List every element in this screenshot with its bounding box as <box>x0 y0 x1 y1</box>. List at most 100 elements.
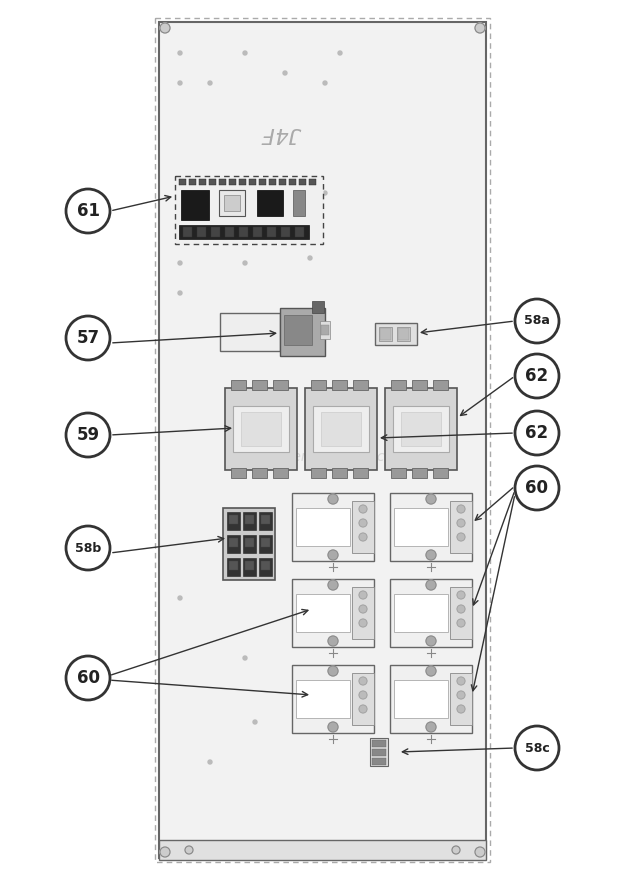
Circle shape <box>359 519 367 527</box>
Circle shape <box>457 677 465 685</box>
Circle shape <box>457 605 465 613</box>
Bar <box>231 468 246 478</box>
Bar <box>259 558 272 576</box>
Bar <box>296 508 350 546</box>
Circle shape <box>457 705 465 713</box>
Circle shape <box>359 677 367 685</box>
Bar <box>261 515 270 524</box>
Circle shape <box>457 519 465 527</box>
Bar <box>296 594 350 632</box>
Bar <box>224 195 240 211</box>
Bar <box>252 468 267 478</box>
Circle shape <box>426 636 436 646</box>
Bar <box>243 535 256 553</box>
Bar <box>209 179 216 185</box>
Circle shape <box>452 846 460 854</box>
Circle shape <box>328 494 338 504</box>
Text: 59: 59 <box>76 426 100 444</box>
Bar <box>261 538 270 547</box>
Bar <box>280 308 325 356</box>
Bar <box>372 758 386 765</box>
Circle shape <box>243 656 247 660</box>
Circle shape <box>66 316 110 360</box>
Bar <box>305 388 377 470</box>
Bar <box>412 380 427 390</box>
Circle shape <box>457 691 465 699</box>
Bar <box>279 179 286 185</box>
Circle shape <box>457 619 465 627</box>
Circle shape <box>426 666 436 676</box>
Bar <box>391 380 406 390</box>
Bar <box>312 301 324 313</box>
Circle shape <box>457 533 465 541</box>
Circle shape <box>426 580 436 590</box>
Bar <box>390 665 472 733</box>
Circle shape <box>515 411 559 455</box>
Circle shape <box>178 261 182 265</box>
Bar <box>243 558 256 576</box>
Bar <box>225 388 297 470</box>
Bar <box>299 179 306 185</box>
Circle shape <box>426 722 436 732</box>
Bar <box>245 561 254 570</box>
Bar <box>353 468 368 478</box>
Circle shape <box>178 596 182 600</box>
Circle shape <box>178 51 182 55</box>
Circle shape <box>359 533 367 541</box>
Bar <box>245 515 254 524</box>
Bar <box>155 18 490 862</box>
Bar <box>229 515 238 524</box>
Bar <box>259 512 272 530</box>
Circle shape <box>515 354 559 398</box>
Bar <box>321 325 329 335</box>
Bar <box>394 508 448 546</box>
Circle shape <box>160 847 170 857</box>
Circle shape <box>328 580 338 590</box>
Circle shape <box>208 760 212 764</box>
Circle shape <box>457 591 465 599</box>
Bar <box>159 840 486 860</box>
Circle shape <box>515 466 559 510</box>
Bar <box>295 227 304 237</box>
Bar <box>199 179 206 185</box>
Bar <box>401 412 441 446</box>
Text: eReplacementParts.com: eReplacementParts.com <box>237 450 407 464</box>
Bar <box>385 388 457 470</box>
Bar <box>281 227 290 237</box>
Bar <box>394 680 448 718</box>
Bar <box>390 579 472 647</box>
Circle shape <box>359 505 367 513</box>
Bar <box>394 594 448 632</box>
Text: 57: 57 <box>76 329 100 347</box>
Bar <box>220 313 280 351</box>
Bar <box>332 380 347 390</box>
Bar <box>450 501 472 553</box>
Bar <box>267 227 276 237</box>
Bar <box>311 380 326 390</box>
Circle shape <box>243 51 247 55</box>
Bar <box>433 380 448 390</box>
Bar <box>225 227 234 237</box>
Bar <box>259 535 272 553</box>
Bar <box>241 412 281 446</box>
Bar <box>181 190 209 220</box>
Text: 61: 61 <box>76 202 99 220</box>
Bar <box>289 179 296 185</box>
Circle shape <box>426 550 436 560</box>
Circle shape <box>66 413 110 457</box>
Bar <box>352 673 374 725</box>
Bar <box>239 227 248 237</box>
Bar <box>252 380 267 390</box>
Bar <box>390 493 472 561</box>
Text: 58a: 58a <box>524 315 550 327</box>
Circle shape <box>308 256 312 260</box>
Bar <box>273 380 288 390</box>
Bar <box>229 179 236 185</box>
Circle shape <box>328 550 338 560</box>
Bar <box>321 412 361 446</box>
Circle shape <box>475 23 485 33</box>
Bar <box>259 179 266 185</box>
Circle shape <box>359 591 367 599</box>
Circle shape <box>243 261 247 265</box>
Circle shape <box>185 846 193 854</box>
